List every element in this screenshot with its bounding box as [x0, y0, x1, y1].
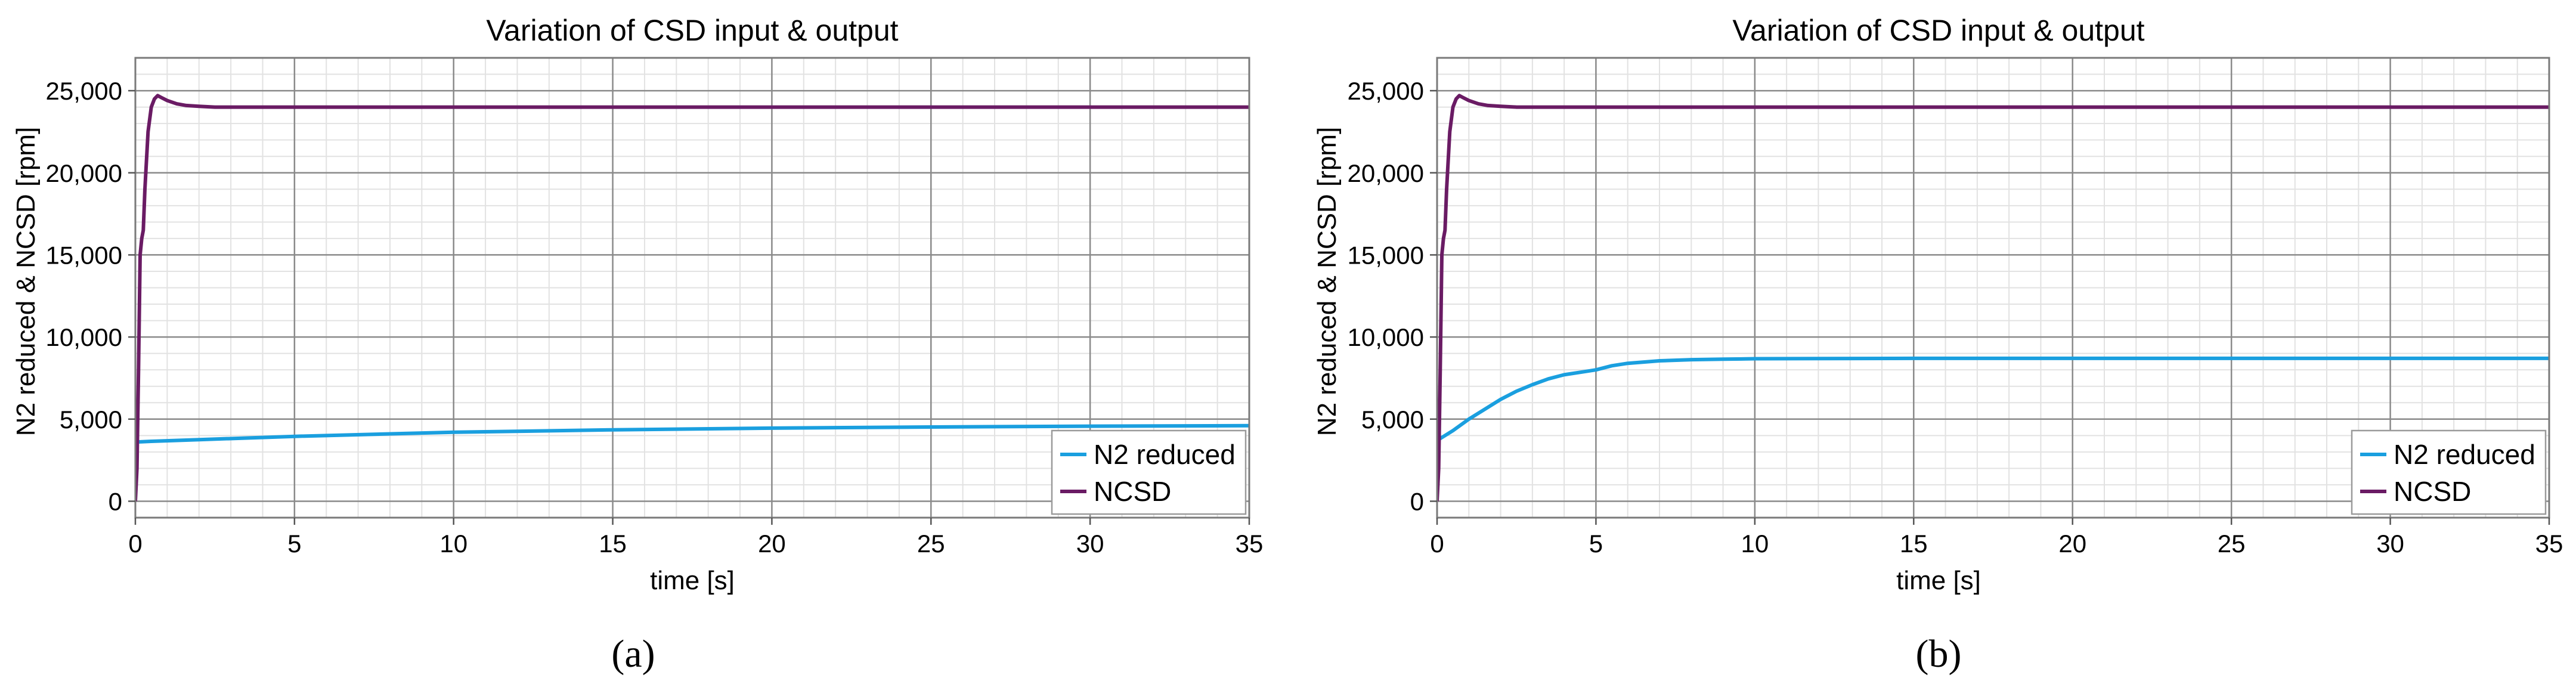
y-tick-label: 15,000	[46, 241, 122, 269]
plot-area	[134, 57, 1250, 519]
y-tick-label: 25,000	[46, 77, 122, 105]
series-line-ncsd	[135, 94, 1249, 502]
y-tick-label: 10,000	[1348, 323, 1424, 351]
series-line-ncsd	[1437, 94, 2549, 502]
axis-ticks: 0 5 10 15 20 25 30 35 0 5,000 10,000 15,000 20,000 25…	[46, 77, 1264, 558]
y-tick-label: 0	[109, 487, 122, 515]
panel-label-a: (a)	[611, 632, 655, 676]
x-tick-label: 30	[1076, 530, 1104, 558]
x-tick-label: 30	[2376, 530, 2404, 558]
legend: N2 reduced NCSD	[1051, 429, 1247, 515]
y-tick-label: 25,000	[1348, 77, 1424, 105]
chart-panel-b: Variation of CSD input & output N2 reduc…	[1312, 14, 2563, 676]
x-tick-label: 35	[1236, 530, 1264, 558]
x-tick-label: 10	[1741, 530, 1769, 558]
x-tick-label: 20	[2058, 530, 2086, 558]
x-tick-label: 20	[758, 530, 786, 558]
chart-title: Variation of CSD input & output	[1732, 14, 2144, 47]
x-tick-label: 25	[917, 530, 945, 558]
series-line-n2-reduced	[1437, 356, 2549, 443]
x-axis-label: time [s]	[650, 566, 735, 595]
x-tick-label: 15	[599, 530, 627, 558]
x-tick-label: 35	[2535, 530, 2563, 558]
y-tick-label: 5,000	[1361, 406, 1424, 434]
x-tick-label: 10	[439, 530, 467, 558]
y-axis-label: N2 reduced & NCSD [rpm]	[11, 127, 41, 436]
x-tick-label: 5	[287, 530, 301, 558]
legend-label: N2 reduced	[1094, 439, 1236, 470]
series-group	[135, 94, 1249, 502]
y-tick-label: 0	[1410, 487, 1424, 515]
x-tick-label: 0	[128, 530, 142, 558]
legend-label: N2 reduced	[2394, 439, 2535, 470]
x-axis-label: time [s]	[1896, 566, 1981, 595]
axis-ticks: 0 5 10 15 20 25 30 35 0 5,000 10,000 15,000 20,000 25…	[1348, 77, 2563, 558]
chart-title: Variation of CSD input & output	[486, 14, 898, 47]
series-group	[1437, 94, 2549, 502]
panel-label-b: (b)	[1916, 632, 1962, 676]
x-tick-label: 5	[1589, 530, 1603, 558]
legend-label: NCSD	[1094, 476, 1171, 507]
y-axis-label: N2 reduced & NCSD [rpm]	[1312, 127, 1342, 436]
y-tick-label: 10,000	[46, 323, 122, 351]
x-tick-label: 0	[1430, 530, 1444, 558]
legend: N2 reduced NCSD	[2351, 429, 2547, 515]
legend-box	[2351, 429, 2547, 515]
chart-panel-a: Variation of CSD input & output N2 reduc…	[11, 14, 1263, 676]
y-tick-label: 20,000	[1348, 159, 1424, 187]
plot-frame	[134, 57, 1250, 519]
y-tick-label: 15,000	[1348, 241, 1424, 269]
y-tick-label: 5,000	[60, 406, 122, 434]
plot-frame	[1436, 57, 2550, 519]
x-tick-label: 25	[2218, 530, 2246, 558]
legend-label: NCSD	[2394, 476, 2471, 507]
series-line-n2-reduced	[135, 423, 1249, 444]
x-tick-label: 15	[1900, 530, 1928, 558]
y-tick-label: 20,000	[46, 159, 122, 187]
legend-box	[1051, 429, 1247, 515]
